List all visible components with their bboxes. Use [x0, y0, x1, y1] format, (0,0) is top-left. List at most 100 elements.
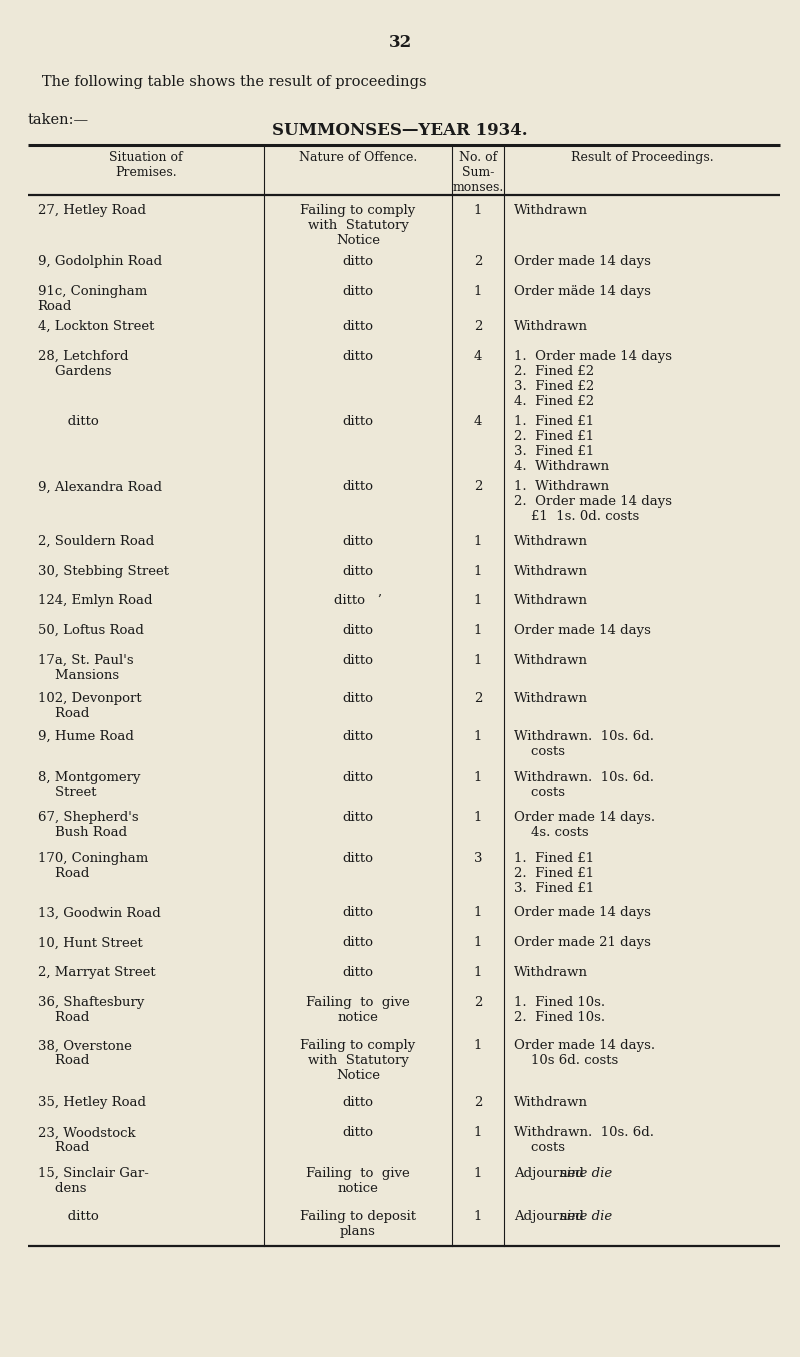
Text: 8, Montgomery
    Street: 8, Montgomery Street [38, 771, 140, 799]
Text: 2: 2 [474, 320, 482, 334]
Text: Withdrawn: Withdrawn [514, 594, 587, 608]
Text: ditto: ditto [342, 906, 374, 920]
Text: Order made 21 days: Order made 21 days [514, 936, 650, 950]
Text: No. of
Sum-
monses.: No. of Sum- monses. [452, 151, 504, 194]
Text: 4: 4 [474, 415, 482, 429]
Text: ditto: ditto [342, 255, 374, 269]
Text: 1: 1 [474, 1126, 482, 1140]
Text: 1: 1 [474, 654, 482, 668]
Text: Withdrawn: Withdrawn [514, 692, 587, 706]
Text: 27, Hetley Road: 27, Hetley Road [38, 204, 146, 217]
Text: 2, Souldern Road: 2, Souldern Road [38, 535, 154, 548]
Text: ditto: ditto [342, 285, 374, 299]
Text: 9, Godolphin Road: 9, Godolphin Road [38, 255, 162, 269]
Text: ditto: ditto [38, 1210, 98, 1224]
Text: ditto: ditto [342, 811, 374, 825]
Text: 1: 1 [474, 966, 482, 980]
Text: 2: 2 [474, 1096, 482, 1110]
Text: 1: 1 [474, 730, 482, 744]
Text: 124, Emlyn Road: 124, Emlyn Road [38, 594, 152, 608]
Text: Failing to comply
with  Statutory
Notice: Failing to comply with Statutory Notice [300, 1039, 416, 1083]
Text: 35, Hetley Road: 35, Hetley Road [38, 1096, 146, 1110]
Text: Order mäde 14 days: Order mäde 14 days [514, 285, 650, 299]
Text: taken:—: taken:— [28, 113, 89, 126]
Text: Withdrawn: Withdrawn [514, 204, 587, 217]
Text: 1: 1 [474, 535, 482, 548]
Text: 170, Coningham
    Road: 170, Coningham Road [38, 852, 148, 881]
Text: 1: 1 [474, 1167, 482, 1181]
Text: Withdrawn: Withdrawn [514, 654, 587, 668]
Text: Withdrawn.  10s. 6d.
    costs: Withdrawn. 10s. 6d. costs [514, 1126, 654, 1155]
Text: 1.  Fined £1
2.  Fined £1
3.  Fined £1
4.  Withdrawn: 1. Fined £1 2. Fined £1 3. Fined £1 4. W… [514, 415, 609, 474]
Text: Nature of Offence.: Nature of Offence. [299, 151, 417, 164]
Text: ditto: ditto [342, 1096, 374, 1110]
Text: sine die: sine die [560, 1210, 612, 1224]
Text: 1: 1 [474, 624, 482, 638]
Text: Order made 14 days: Order made 14 days [514, 624, 650, 638]
Text: 17a, St. Paul's
    Mansions: 17a, St. Paul's Mansions [38, 654, 134, 683]
Text: 9, Hume Road: 9, Hume Road [38, 730, 134, 744]
Text: 1.  Fined 10s.
2.  Fined 10s.: 1. Fined 10s. 2. Fined 10s. [514, 996, 605, 1025]
Text: ditto: ditto [342, 852, 374, 866]
Text: SUMMONSES—YEAR 1934.: SUMMONSES—YEAR 1934. [272, 122, 528, 140]
Text: Adjourned: Adjourned [514, 1210, 588, 1224]
Text: ditto: ditto [342, 480, 374, 494]
Text: 1: 1 [474, 906, 482, 920]
Text: Withdrawn.  10s. 6d.
    costs: Withdrawn. 10s. 6d. costs [514, 730, 654, 759]
Text: ditto: ditto [342, 654, 374, 668]
Text: ditto: ditto [342, 624, 374, 638]
Text: 3: 3 [474, 852, 482, 866]
Text: 9, Alexandra Road: 9, Alexandra Road [38, 480, 162, 494]
Text: Failing to comply
with  Statutory
Notice: Failing to comply with Statutory Notice [300, 204, 416, 247]
Text: 2, Marryat Street: 2, Marryat Street [38, 966, 155, 980]
Text: 4, Lockton Street: 4, Lockton Street [38, 320, 154, 334]
Text: ditto: ditto [342, 771, 374, 784]
Text: 2: 2 [474, 255, 482, 269]
Text: Withdrawn: Withdrawn [514, 535, 587, 548]
Text: 38, Overstone
    Road: 38, Overstone Road [38, 1039, 131, 1068]
Text: 1: 1 [474, 565, 482, 578]
Text: 102, Devonport
    Road: 102, Devonport Road [38, 692, 142, 721]
Text: 67, Shepherd's
    Bush Road: 67, Shepherd's Bush Road [38, 811, 138, 840]
Text: 50, Loftus Road: 50, Loftus Road [38, 624, 143, 638]
Text: Failing  to  give
notice: Failing to give notice [306, 996, 410, 1025]
Text: 1: 1 [474, 594, 482, 608]
Text: 1: 1 [474, 204, 482, 217]
Text: Withdrawn: Withdrawn [514, 966, 587, 980]
Text: 1.  Withdrawn
2.  Order made 14 days
    £1  1s. 0d. costs: 1. Withdrawn 2. Order made 14 days £1 1s… [514, 480, 672, 524]
Text: ditto: ditto [342, 565, 374, 578]
Text: ditto: ditto [342, 936, 374, 950]
Text: 28, Letchford
    Gardens: 28, Letchford Gardens [38, 350, 128, 379]
Text: Result of Proceedings.: Result of Proceedings. [570, 151, 714, 164]
Text: Withdrawn: Withdrawn [514, 1096, 587, 1110]
Text: 2: 2 [474, 480, 482, 494]
Text: 30, Stebbing Street: 30, Stebbing Street [38, 565, 169, 578]
Text: ditto: ditto [342, 415, 374, 429]
Text: ditto: ditto [342, 1126, 374, 1140]
Text: 1: 1 [474, 936, 482, 950]
Text: ditto: ditto [342, 350, 374, 364]
Text: Order made 14 days.
    10s 6d. costs: Order made 14 days. 10s 6d. costs [514, 1039, 654, 1068]
Text: 1: 1 [474, 1210, 482, 1224]
Text: Failing  to  give
notice: Failing to give notice [306, 1167, 410, 1196]
Text: 32: 32 [388, 34, 412, 52]
Text: Order made 14 days: Order made 14 days [514, 255, 650, 269]
Text: Failing to deposit
plans: Failing to deposit plans [300, 1210, 416, 1239]
Text: 91c, Coningham
Road: 91c, Coningham Road [38, 285, 147, 313]
Text: ditto: ditto [342, 730, 374, 744]
Text: ditto: ditto [342, 320, 374, 334]
Text: 15, Sinclair Gar-
    dens: 15, Sinclair Gar- dens [38, 1167, 149, 1196]
Text: 10, Hunt Street: 10, Hunt Street [38, 936, 142, 950]
Text: ditto: ditto [342, 966, 374, 980]
Text: ditto   ’: ditto ’ [334, 594, 382, 608]
Text: 1: 1 [474, 811, 482, 825]
Text: Adjourned: Adjourned [514, 1167, 588, 1181]
Text: 1: 1 [474, 771, 482, 784]
Text: Withdrawn: Withdrawn [514, 320, 587, 334]
Text: 2: 2 [474, 996, 482, 1010]
Text: Order made 14 days.
    4s. costs: Order made 14 days. 4s. costs [514, 811, 654, 840]
Text: 1: 1 [474, 1039, 482, 1053]
Text: 1.  Fined £1
2.  Fined £1
3.  Fined £1: 1. Fined £1 2. Fined £1 3. Fined £1 [514, 852, 594, 896]
Text: 13, Goodwin Road: 13, Goodwin Road [38, 906, 160, 920]
Text: Situation of
Premises.: Situation of Premises. [109, 151, 183, 179]
